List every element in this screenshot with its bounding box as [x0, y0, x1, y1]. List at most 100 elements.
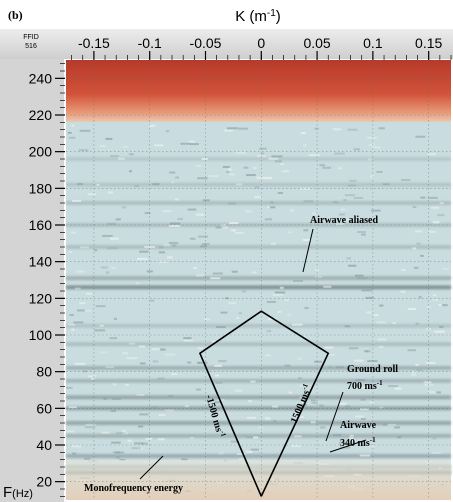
texture-speck	[109, 237, 119, 240]
texture-speck	[177, 217, 184, 220]
texture-speck	[190, 143, 199, 146]
texture-speck	[158, 414, 166, 417]
texture-speck	[227, 202, 237, 205]
spectrum-band	[66, 378, 451, 383]
x-axis-label: K (m-1)	[235, 8, 281, 25]
texture-speck	[231, 270, 238, 273]
texture-speck	[411, 373, 416, 376]
texture-speck	[277, 192, 284, 195]
texture-speck	[415, 322, 419, 325]
texture-speck	[215, 226, 226, 229]
texture-speck	[137, 257, 148, 260]
texture-speck	[67, 131, 72, 134]
airwave-aliased-arrow	[302, 228, 314, 273]
texture-speck	[340, 208, 346, 211]
texture-speck	[158, 246, 164, 249]
texture-speck	[121, 206, 127, 209]
texture-speck	[68, 136, 76, 139]
texture-speck	[112, 451, 120, 454]
spectrum-band	[66, 433, 451, 438]
texture-speck	[335, 366, 344, 369]
texture-speck	[101, 266, 108, 269]
texture-speck	[169, 224, 181, 227]
texture-speck	[196, 361, 208, 364]
texture-speck	[355, 379, 366, 382]
texture-speck	[122, 352, 128, 355]
texture-speck	[74, 362, 86, 365]
texture-speck	[126, 357, 138, 360]
texture-speck	[376, 170, 383, 173]
spectrum-band	[66, 366, 451, 370]
y-tick-label: 60	[36, 400, 52, 416]
texture-speck	[394, 387, 402, 390]
texture-speck	[228, 302, 237, 305]
texture-speck	[128, 342, 136, 345]
texture-speck	[71, 231, 77, 234]
texture-speck	[267, 317, 277, 320]
texture-speck	[266, 300, 276, 303]
texture-speck	[415, 230, 422, 233]
texture-speck	[274, 160, 283, 163]
texture-speck	[181, 458, 188, 461]
texture-speck	[90, 377, 95, 380]
texture-speck	[361, 289, 373, 292]
x-tick-label: 0.1	[363, 35, 383, 51]
grid	[66, 60, 451, 500]
texture-speck	[165, 409, 174, 412]
texture-speck	[347, 184, 357, 187]
texture-speck	[416, 242, 421, 245]
x-tick-label: 0.15	[415, 35, 442, 51]
texture-speck	[243, 166, 249, 169]
texture-speck	[354, 274, 364, 277]
texture-speck	[111, 441, 121, 444]
y-axis-strip	[0, 59, 64, 502]
texture-speck	[348, 437, 354, 440]
texture-speck	[253, 436, 259, 439]
texture-speck	[365, 350, 371, 353]
texture-speck	[71, 328, 75, 331]
texture-speck	[415, 135, 426, 138]
texture-speck	[365, 311, 373, 314]
texture-speck	[272, 420, 277, 423]
spectrum-band	[66, 245, 451, 249]
texture-speck	[215, 381, 223, 384]
texture-speck	[168, 394, 174, 397]
texture-speck	[68, 406, 77, 409]
texture-speck	[152, 183, 160, 186]
texture-speck	[432, 299, 438, 302]
texture-speck	[229, 222, 239, 225]
texture-speck	[430, 206, 439, 209]
texture-speck	[303, 144, 307, 147]
texture-speck	[101, 431, 110, 434]
texture-speck	[85, 423, 96, 426]
texture-speck	[144, 246, 156, 249]
texture-speck	[324, 217, 331, 220]
texture-speck	[256, 154, 266, 157]
spectrum-band	[66, 421, 451, 425]
y-tick-label: 40	[36, 437, 52, 453]
texture-speck	[279, 286, 284, 289]
texture-speck	[284, 364, 291, 367]
texture-speck	[103, 397, 107, 400]
texture-speck	[299, 416, 304, 419]
texture-speck	[69, 314, 74, 317]
y-tick-label: 80	[36, 364, 52, 380]
texture-speck	[175, 176, 180, 179]
texture-speck	[426, 306, 431, 309]
texture-speck	[71, 124, 75, 127]
spectrum-band	[66, 342, 451, 347]
texture-speck	[265, 354, 271, 357]
texture-speck	[221, 224, 226, 227]
texture-speck	[119, 458, 126, 461]
texture-speck	[77, 309, 85, 312]
texture-speck	[118, 157, 125, 160]
texture-speck	[134, 442, 144, 445]
texture-speck	[158, 251, 166, 254]
texture-speck	[281, 170, 290, 173]
texture-speck	[367, 136, 378, 139]
texture-speck	[76, 270, 85, 273]
texture-speck	[105, 271, 110, 274]
texture-speck	[71, 445, 82, 448]
texture-speck	[134, 184, 139, 187]
texture-speck	[415, 364, 419, 367]
